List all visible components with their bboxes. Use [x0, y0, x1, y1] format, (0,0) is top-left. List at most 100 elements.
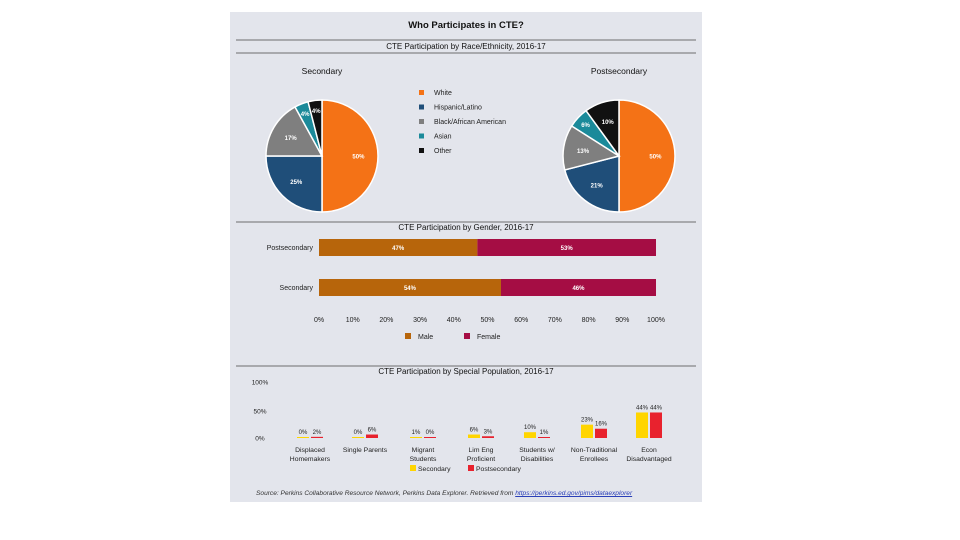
special-value-students-w-disabilities-secondary: 10% [524, 425, 537, 431]
gender-xtick: 50% [480, 317, 494, 324]
legend-swatch-hispanic-latino [419, 104, 424, 110]
special-category-label-line2: Disabilities [521, 456, 554, 463]
gender-value-secondary-female: 46% [572, 286, 585, 292]
infographic-svg: Who Participates in CTE? CTE Participati… [236, 20, 696, 474]
special-category-label: Non-Traditional [571, 447, 618, 454]
gender-xtick: 40% [447, 317, 461, 324]
gender-xtick: 90% [615, 317, 629, 324]
special-value-students-w-disabilities-postsecondary: 1% [540, 430, 549, 436]
gender-bar-postsecondary-male [319, 239, 478, 256]
pie-slice-secondary-other [307, 99, 323, 157]
gender-xtick: 100% [647, 317, 665, 324]
special-value-lim-eng-proficient-secondary: 6% [470, 428, 479, 434]
legend-label-other: Other [434, 148, 452, 155]
gender-category-secondary: Secondary [280, 285, 314, 292]
gender-section-title: CTE Participation by Gender, 2016-17 [398, 223, 534, 232]
legend-swatch-black-african-american [419, 119, 424, 124]
special-bar-students-w-disabilities-secondary [524, 432, 536, 438]
special-value-single-parents-postsecondary: 6% [368, 428, 377, 434]
special-bar-students-w-disabilities-postsecondary [538, 437, 550, 438]
special-value-non-traditional-enrollees-postsecondary: 16% [595, 422, 608, 428]
special-bar-non-traditional-enrollees-secondary [581, 424, 593, 438]
pie-postsecondary: 50% 21% 13% 6% 10% [562, 99, 676, 213]
special-bar-non-traditional-enrollees-postsecondary [595, 428, 607, 438]
special-category-label-line2: Homemakers [290, 456, 331, 463]
special-legend-label-secondary: Secondary [418, 466, 451, 473]
gender-chart: Postsecondary 47% 53% Secondary 54% 46% 0% 10% 2… [267, 239, 665, 341]
special-value-displaced-homemakers-postsecondary: 2% [313, 430, 322, 436]
special-value-migrant-students-secondary: 1% [412, 430, 421, 436]
gender-category-postsecondary: Postsecondary [267, 245, 314, 252]
gender-xtick: 0% [314, 317, 324, 324]
pie-slice-secondary-black-african-american [265, 105, 324, 157]
special-category-label-line2: Disadvantaged [626, 456, 672, 463]
gender-legend-label-female: Female [477, 334, 500, 341]
pie-slice-postsecondary-other [585, 99, 620, 159]
special-bar-displaced-homemakers-secondary [297, 437, 309, 438]
special-bar-single-parents-postsecondary [366, 434, 378, 438]
gender-legend-label-male: Male [418, 334, 433, 341]
source-prefix: Source: Perkins Collaborative Resource N… [256, 490, 516, 497]
special-category-label-line2: Proficient [467, 456, 495, 463]
source-note: Source: Perkins Collaborative Resource N… [256, 490, 632, 497]
pie-postsecondary-title: Postsecondary [591, 66, 648, 76]
special-bar-displaced-homemakers-postsecondary [311, 436, 323, 438]
special-bar-econ-disadvantaged-secondary [636, 412, 648, 438]
pie-slice-postsecondary-white [618, 99, 676, 213]
special-legend-swatch-secondary [410, 465, 416, 471]
legend-swatch-asian [419, 133, 424, 139]
special-value-econ-disadvantaged-secondary: 44% [636, 405, 649, 411]
infographic-panel: Who Participates in CTE? CTE Participati… [230, 12, 702, 502]
special-bar-econ-disadvantaged-postsecondary [650, 412, 662, 438]
pie-slice-secondary-hispanic-latino [265, 155, 323, 213]
special-bar-single-parents-secondary [352, 437, 364, 438]
gender-bar-secondary-male [319, 279, 501, 296]
special-ytick: 100% [252, 380, 269, 387]
special-ytick: 50% [253, 409, 266, 416]
gender-value-postsecondary-male: 47% [392, 246, 405, 252]
special-category-label-line2: Enrollees [580, 456, 609, 463]
gender-xtick: 60% [514, 317, 528, 324]
gender-legend-swatch-male [405, 333, 411, 339]
special-category-label: Displaced [295, 447, 325, 454]
gender-value-postsecondary-female: 53% [561, 246, 574, 252]
special-ytick: 0% [255, 436, 265, 443]
source-link[interactable]: https://perkins.ed.gov/pims/dataexplorer [515, 490, 633, 497]
special-value-single-parents-secondary: 0% [354, 430, 363, 436]
pie-label-secondary-hispanic-latino: 25% [290, 180, 303, 186]
main-title: Who Participates in CTE? [408, 20, 524, 31]
pie-label-secondary-black-african-american: 17% [285, 136, 298, 142]
pie-label-postsecondary-black-african-american: 13% [577, 149, 590, 155]
special-value-non-traditional-enrollees-secondary: 23% [581, 418, 594, 424]
special-bar-lim-eng-proficient-secondary [468, 434, 480, 438]
pie-slice-secondary-white [321, 99, 379, 213]
special-category-label: Lim Eng [469, 447, 494, 454]
pie-secondary: 50% 25% 17% 4% 4% [265, 99, 379, 213]
special-category-label: Migrant [412, 447, 435, 454]
special-value-displaced-homemakers-secondary: 0% [299, 430, 308, 436]
legend-swatch-white [419, 90, 424, 95]
special-legend-label-postsecondary: Postsecondary [476, 466, 522, 473]
pie-label-postsecondary-other: 10% [602, 120, 615, 126]
special-section-title: CTE Participation by Special Population,… [378, 367, 554, 376]
special-bar-lim-eng-proficient-postsecondary [482, 436, 494, 438]
special-category-label: Single Parents [343, 447, 388, 454]
special-legend-swatch-postsecondary [468, 465, 474, 471]
legend-label-white: White [434, 90, 452, 97]
special-bar-migrant-students-postsecondary [424, 437, 436, 438]
special-value-lim-eng-proficient-postsecondary: 3% [484, 429, 493, 435]
pie-label-postsecondary-hispanic-latino: 21% [591, 183, 604, 189]
pie-label-postsecondary-white: 50% [649, 155, 662, 161]
gender-xtick: 80% [582, 317, 596, 324]
special-category-label: Students w/ [519, 447, 555, 454]
special-chart: 100% 50% 0% 0% 2% Displaced Homemakers 0% 6% Sing… [252, 380, 672, 474]
pie-label-secondary-other: 4% [312, 109, 321, 115]
pie-label-secondary-asian: 4% [301, 112, 310, 118]
special-category-label: Econ [641, 447, 657, 454]
race-legend: White Hispanic/Latino Black/African Americ… [419, 90, 506, 155]
special-bar-migrant-students-secondary [410, 437, 422, 438]
gender-bar-postsecondary-female [477, 239, 656, 256]
legend-swatch-other [419, 148, 424, 153]
legend-label-black-african-american: Black/African American [434, 119, 506, 126]
gender-xtick: 10% [346, 317, 360, 324]
